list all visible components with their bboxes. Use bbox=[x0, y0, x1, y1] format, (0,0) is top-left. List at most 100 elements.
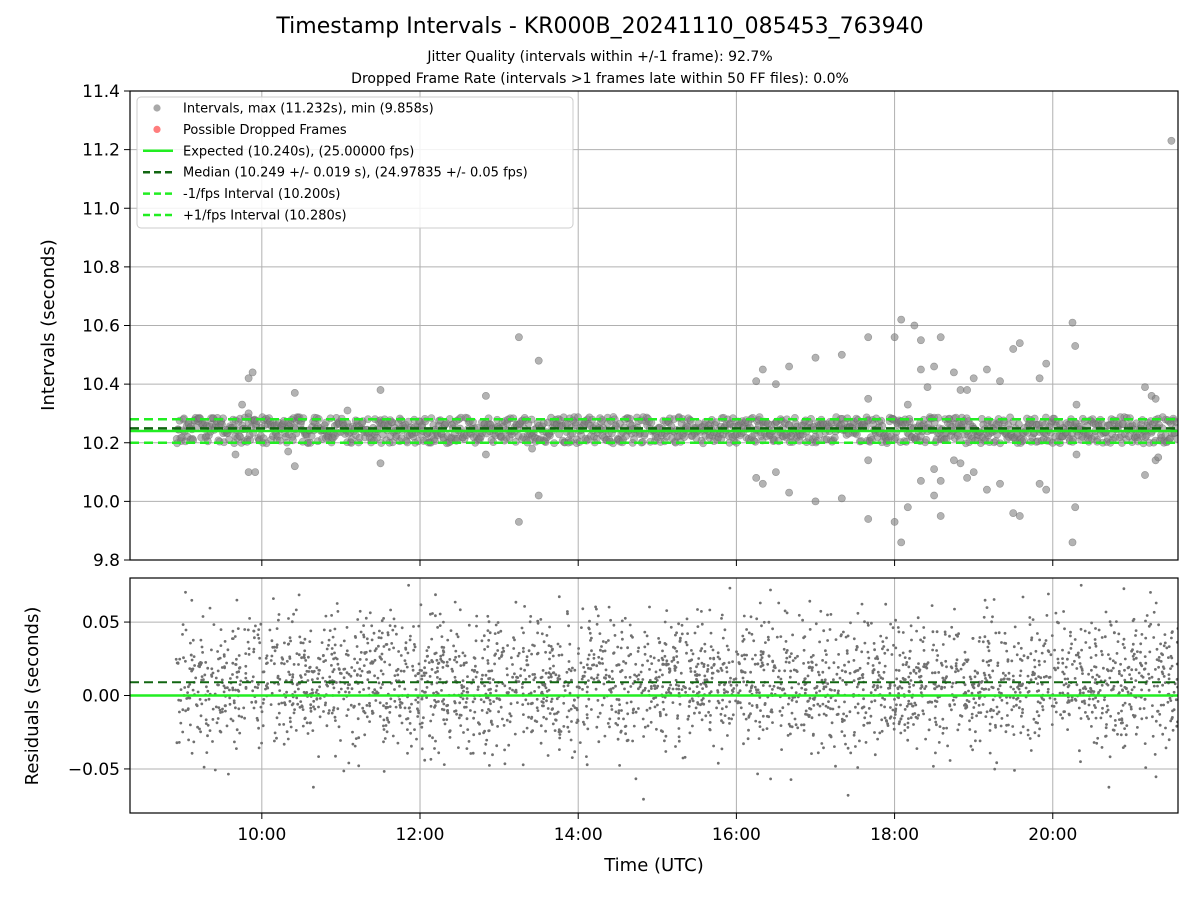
residual-point bbox=[970, 716, 974, 720]
residual-point bbox=[602, 696, 606, 700]
residual-point bbox=[475, 670, 479, 674]
residual-point bbox=[1087, 717, 1090, 721]
residual-point bbox=[873, 753, 877, 757]
residual-point bbox=[695, 665, 698, 669]
interval-outlier-point bbox=[890, 333, 899, 342]
residual-point bbox=[931, 648, 934, 652]
residual-point bbox=[575, 685, 579, 689]
residual-point bbox=[612, 623, 616, 627]
residual-point bbox=[558, 736, 562, 740]
residual-point bbox=[1028, 623, 1032, 626]
residual-point bbox=[408, 706, 411, 710]
residual-point bbox=[663, 642, 667, 645]
residual-point bbox=[874, 688, 877, 692]
residual-point bbox=[292, 612, 295, 616]
residual-point bbox=[779, 635, 783, 638]
residual-point bbox=[829, 613, 833, 616]
residual-point bbox=[494, 689, 498, 693]
residual-point bbox=[933, 682, 937, 686]
residual-point bbox=[216, 717, 220, 720]
interval-outlier-point bbox=[956, 459, 965, 468]
residual-point bbox=[517, 651, 521, 655]
legend-label: +1/fps Interval (10.280s) bbox=[183, 209, 347, 224]
residual-point bbox=[589, 667, 592, 671]
residual-point bbox=[684, 686, 687, 690]
residual-point bbox=[579, 661, 583, 665]
residual-point bbox=[834, 764, 837, 768]
residual-point bbox=[974, 730, 977, 734]
residual-point bbox=[398, 698, 401, 701]
residual-point bbox=[672, 656, 676, 660]
residual-point bbox=[906, 721, 910, 725]
interval-outlier-point bbox=[284, 447, 293, 456]
residual-point bbox=[231, 661, 235, 665]
residual-point bbox=[840, 669, 844, 672]
residual-point bbox=[570, 756, 574, 759]
residual-point bbox=[261, 724, 265, 728]
residual-point bbox=[179, 721, 183, 725]
residual-point bbox=[231, 673, 234, 676]
residual-point bbox=[423, 666, 426, 670]
residual-point bbox=[425, 655, 429, 658]
residual-point bbox=[636, 650, 640, 653]
residual-point bbox=[1013, 769, 1016, 772]
residual-point bbox=[650, 700, 653, 703]
residual-point bbox=[297, 653, 301, 657]
residual-point bbox=[824, 704, 828, 708]
y-tick-label: 11.2 bbox=[82, 141, 120, 161]
residual-point bbox=[514, 688, 518, 692]
residual-point bbox=[349, 703, 353, 707]
interval-outlier-point bbox=[1072, 450, 1081, 459]
residual-point bbox=[1164, 746, 1168, 750]
residual-point bbox=[669, 625, 673, 629]
residual-point bbox=[218, 729, 222, 733]
residual-point bbox=[725, 644, 729, 648]
residual-point bbox=[910, 638, 913, 642]
residual-point bbox=[898, 720, 901, 724]
residual-point bbox=[404, 647, 408, 651]
residual-point bbox=[380, 631, 384, 635]
residual-point bbox=[682, 685, 685, 688]
residual-point bbox=[191, 688, 195, 692]
residual-point bbox=[637, 673, 641, 677]
residual-point bbox=[330, 652, 334, 656]
residual-point bbox=[693, 670, 697, 674]
residual-point bbox=[1111, 659, 1115, 663]
residual-point bbox=[864, 711, 868, 715]
residual-point bbox=[657, 637, 660, 640]
interval-point bbox=[1020, 436, 1028, 444]
residual-point bbox=[658, 641, 661, 645]
residual-point bbox=[377, 636, 381, 639]
residual-point bbox=[283, 701, 286, 705]
residual-point bbox=[629, 700, 633, 704]
residual-point bbox=[675, 649, 679, 653]
residual-point bbox=[843, 734, 846, 738]
residual-point bbox=[238, 731, 242, 735]
residual-point bbox=[728, 586, 732, 590]
interval-outlier-point bbox=[244, 374, 253, 383]
residual-point bbox=[812, 704, 816, 707]
residual-point bbox=[1041, 708, 1045, 712]
residual-point bbox=[845, 652, 849, 655]
residual-point bbox=[1056, 620, 1059, 624]
residual-point bbox=[557, 674, 561, 678]
residual-point bbox=[229, 717, 233, 721]
residual-point bbox=[674, 633, 677, 637]
residual-point bbox=[264, 687, 267, 691]
residual-point bbox=[399, 706, 402, 709]
residual-point bbox=[354, 737, 358, 740]
residual-point bbox=[747, 715, 751, 719]
residual-point bbox=[541, 701, 545, 704]
residual-point bbox=[878, 661, 881, 665]
residual-point bbox=[994, 725, 997, 729]
residual-point bbox=[309, 709, 313, 713]
residual-point bbox=[889, 715, 893, 719]
residual-point bbox=[535, 697, 539, 701]
residual-point bbox=[513, 672, 516, 676]
residual-point bbox=[875, 655, 879, 659]
residual-point bbox=[617, 663, 621, 667]
residual-point bbox=[987, 649, 991, 653]
residual-point bbox=[678, 640, 682, 643]
residual-point bbox=[962, 676, 966, 679]
residual-point bbox=[481, 656, 485, 660]
